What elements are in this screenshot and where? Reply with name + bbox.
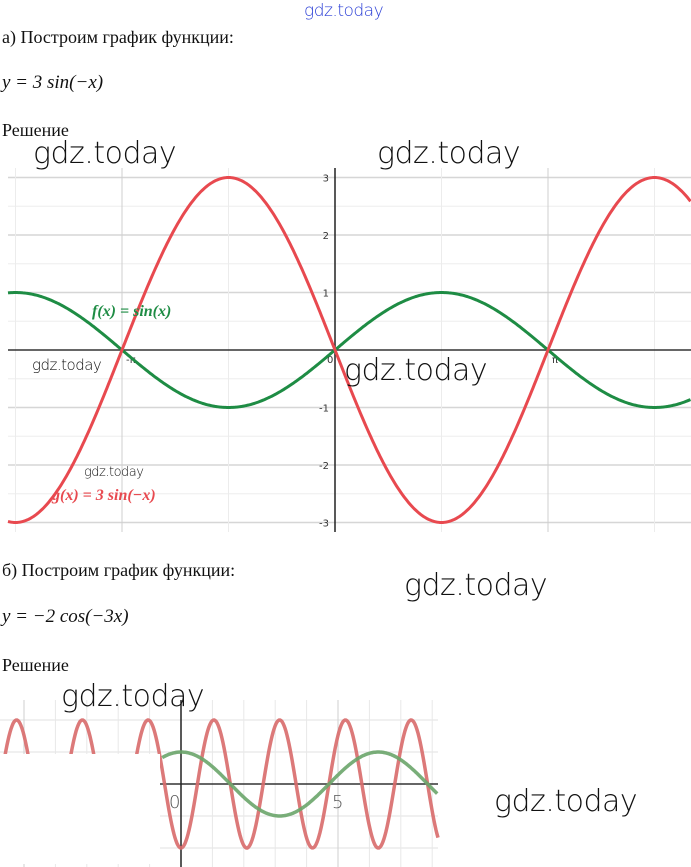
watermark: gdz.today xyxy=(32,356,102,374)
y-tick-label: -2 xyxy=(319,461,329,472)
series-line-g xyxy=(7,176,691,524)
part-b-heading: б) Построим график функции: xyxy=(2,560,236,580)
y-tick-label: 2 xyxy=(323,231,329,242)
y-tick-label: -3 xyxy=(319,519,329,530)
watermark: gdz.today xyxy=(377,136,521,171)
x-tick-label: 0 xyxy=(169,792,180,813)
x-tick-label: 5 xyxy=(332,792,343,813)
series-line-cos xyxy=(161,750,439,818)
x-tick-label: -π xyxy=(126,355,136,366)
chart-b: -505 xyxy=(0,700,440,867)
part-a-heading: а) Построим график функции: xyxy=(2,27,234,47)
watermark: gdz.today xyxy=(33,136,177,171)
top-watermark: gdz.today xyxy=(304,1,384,21)
watermark: gdz.today xyxy=(61,679,205,714)
y-tick-label: -1 xyxy=(319,404,329,415)
part-b-solution-label: Решение xyxy=(2,655,69,675)
watermark: gdz.today xyxy=(84,465,144,480)
part-a-formula: y = 3 sin(−x) xyxy=(2,72,104,93)
scan-artifact xyxy=(0,754,160,864)
series-label-g: g(x) = 3 sin(−x) xyxy=(51,487,156,504)
chart-a: 3 2 1 -1 -2 -3 -π 0 π f(x) = sin(x) g(x) = 3 sin(−… xyxy=(7,168,691,532)
watermark: gdz.today xyxy=(344,353,488,388)
part-a-solution-label: Решение xyxy=(2,120,69,140)
series-line-main xyxy=(0,718,440,850)
x-tick-label: π xyxy=(552,355,558,366)
y-tick-label: 3 xyxy=(323,174,329,185)
watermark: gdz.today xyxy=(404,568,548,603)
y-tick-label: 1 xyxy=(323,289,329,300)
series-label-f: f(x) = sin(x) xyxy=(92,303,171,320)
x-tick-label: 0 xyxy=(327,355,333,366)
part-b-formula: y = −2 cos(−3x) xyxy=(2,606,129,627)
watermark: gdz.today xyxy=(494,784,638,819)
